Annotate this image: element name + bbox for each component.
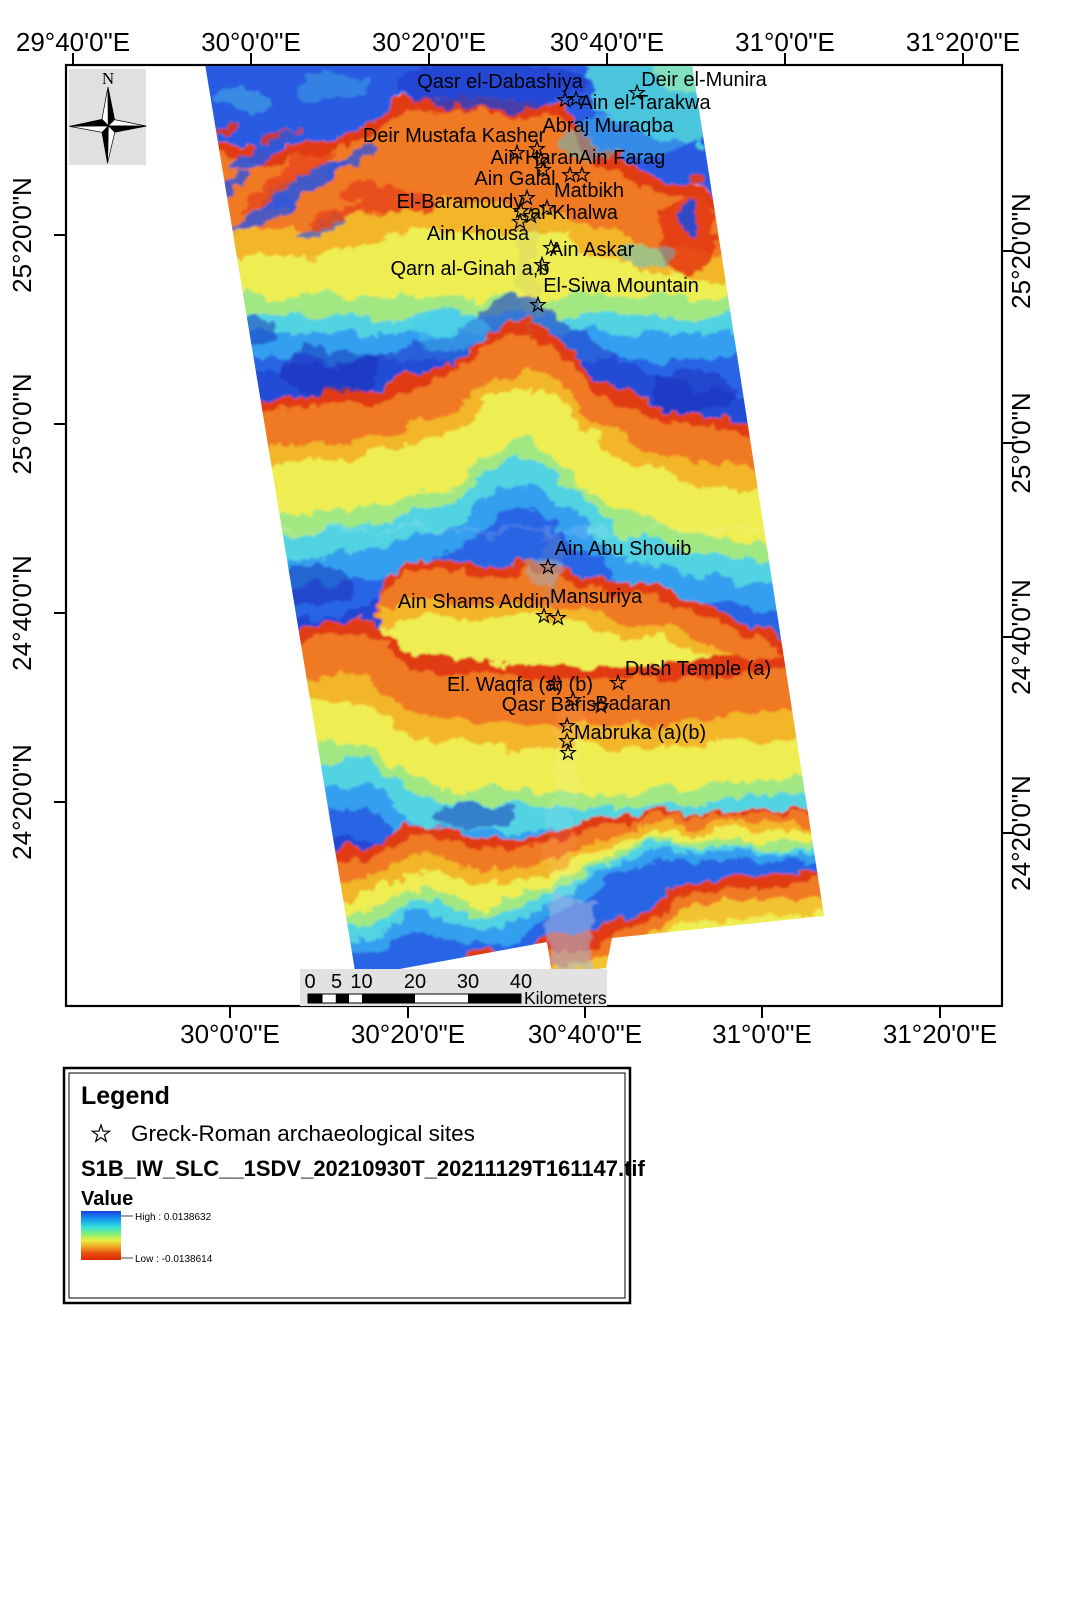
svg-text:Badaran: Badaran (595, 693, 671, 715)
svg-text:25°0'0"N: 25°0'0"N (7, 373, 37, 474)
svg-text:El. Waqfa (a) (b): El. Waqfa (a) (b) (447, 674, 593, 696)
svg-text:S1B_IW_SLC__1SDV_20210930T_202: S1B_IW_SLC__1SDV_20210930T_20211129T1611… (81, 1156, 646, 1181)
svg-text:31°0'0"E: 31°0'0"E (735, 27, 835, 57)
svg-text:40: 40 (510, 971, 532, 993)
svg-text:Ain el-Tarakwa: Ain el-Tarakwa (579, 92, 711, 114)
svg-text:25°20'0"N: 25°20'0"N (1006, 193, 1036, 309)
svg-text:El-Siwa Mountain: El-Siwa Mountain (543, 275, 699, 297)
svg-text:N: N (102, 69, 114, 88)
svg-text:24°40'0"N: 24°40'0"N (7, 555, 37, 671)
svg-text:Dush Temple (a): Dush Temple (a) (625, 658, 771, 680)
svg-text:25°20'0"N: 25°20'0"N (7, 177, 37, 293)
svg-text:High : 0.0138632: High : 0.0138632 (135, 1212, 212, 1223)
svg-text:El-Baramoudy: El-Baramoudy (397, 191, 524, 213)
svg-text:0: 0 (304, 971, 315, 993)
svg-text:30°20'0"E: 30°20'0"E (351, 1019, 465, 1049)
svg-text:30°0'0"E: 30°0'0"E (180, 1019, 280, 1049)
svg-text:24°20'0"N: 24°20'0"N (7, 744, 37, 860)
svg-text:Abraj Muraqba: Abraj Muraqba (542, 115, 674, 137)
svg-text:30°40'0"E: 30°40'0"E (528, 1019, 642, 1049)
svg-text:Qarn al-Ginah a,b: Qarn al-Ginah a,b (391, 258, 550, 280)
svg-text:Mansuriya: Mansuriya (550, 586, 643, 608)
svg-text:24°40'0"N: 24°40'0"N (1006, 579, 1036, 695)
svg-text:10: 10 (350, 971, 372, 993)
svg-text:5: 5 (331, 971, 342, 993)
svg-text:31°20'0"E: 31°20'0"E (906, 27, 1020, 57)
svg-text:Ain Shams Addin: Ain Shams Addin (398, 591, 550, 613)
svg-text:31°20'0"E: 31°20'0"E (883, 1019, 997, 1049)
svg-text:Value: Value (81, 1188, 133, 1210)
svg-text:Ain Abu Shouib: Ain Abu Shouib (555, 538, 692, 560)
svg-text:Ain Askar: Ain Askar (550, 239, 635, 261)
svg-text:Matbikh: Matbikh (554, 180, 624, 202)
svg-text:30°20'0"E: 30°20'0"E (372, 27, 486, 57)
svg-text:31°0'0"E: 31°0'0"E (712, 1019, 812, 1049)
svg-text:24°20'0"N: 24°20'0"N (1006, 775, 1036, 891)
svg-text:Qasr el-Dabashiya: Qasr el-Dabashiya (417, 71, 584, 93)
svg-text:Ain Galal: Ain Galal (474, 168, 555, 190)
svg-text:Greck-Roman archaeological sit: Greck-Roman archaeological sites (131, 1121, 475, 1146)
svg-text:30°40'0"E: 30°40'0"E (550, 27, 664, 57)
svg-text:Deir el-Munira: Deir el-Munira (641, 69, 767, 91)
svg-text:Ain Farag: Ain Farag (579, 147, 666, 169)
svg-text:Deir Mustafa Kasher: Deir Mustafa Kasher (363, 125, 546, 147)
svg-text:Legend: Legend (81, 1082, 170, 1110)
svg-text:20: 20 (404, 971, 426, 993)
svg-text:Qasr Baris: Qasr Baris (502, 694, 596, 716)
svg-text:30°0'0"E: 30°0'0"E (201, 27, 301, 57)
svg-text:29°40'0"E: 29°40'0"E (16, 27, 130, 57)
svg-text:30: 30 (457, 971, 479, 993)
svg-text:Kilometers: Kilometers (524, 988, 607, 1008)
svg-text:25°0'0"N: 25°0'0"N (1006, 392, 1036, 493)
svg-text:Mabruka (a)(b): Mabruka (a)(b) (574, 722, 706, 744)
svg-text:Ain Khousa: Ain Khousa (427, 223, 530, 245)
svg-text:Low : -0.0138614: Low : -0.0138614 (135, 1254, 213, 1265)
